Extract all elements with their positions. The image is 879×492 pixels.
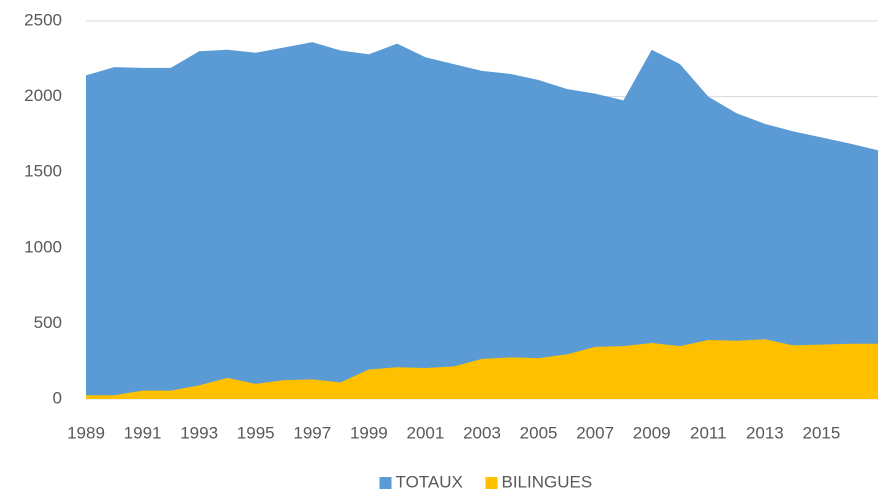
legend-swatch (379, 477, 392, 489)
x-tick-label: 2005 (520, 423, 558, 442)
y-tick-label: 500 (34, 313, 62, 332)
x-tick-label: 2009 (633, 423, 671, 442)
area (86, 42, 878, 399)
legend-label: BILINGUES (502, 472, 593, 491)
x-tick-label: 1989 (67, 423, 105, 442)
area (86, 339, 878, 399)
legend-swatch (485, 477, 498, 489)
x-tick-label: 1991 (124, 423, 162, 442)
x-tick-label: 1993 (180, 423, 218, 442)
y-tick-label: 2000 (24, 86, 62, 105)
x-tick-label: 2011 (690, 423, 727, 442)
x-tick-label: 2003 (463, 423, 501, 442)
y-tick-label: 1500 (24, 162, 62, 181)
x-tick-label: 2007 (576, 423, 614, 442)
x-tick-label: 2015 (803, 423, 841, 442)
y-tick-label: 1000 (24, 237, 62, 256)
x-tick-label: 1995 (237, 423, 275, 442)
x-tick-label: 2013 (746, 423, 784, 442)
x-tick-label: 1999 (350, 423, 388, 442)
x-tick-label: 2001 (407, 423, 445, 442)
y-tick-label: 0 (53, 388, 62, 407)
legend-label: TOTAUX (396, 472, 463, 491)
x-tick-label: 1997 (293, 423, 331, 442)
y-tick-label: 2500 (24, 10, 62, 29)
